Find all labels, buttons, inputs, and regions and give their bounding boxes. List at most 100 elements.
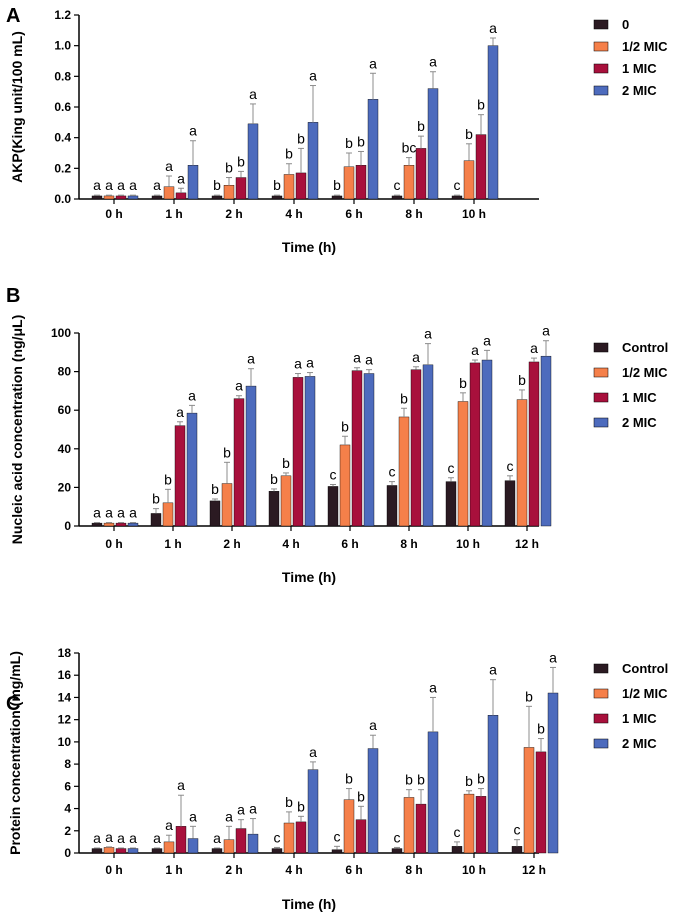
panel-b-bar <box>504 480 516 527</box>
panel-b-significance-label: c <box>389 464 396 480</box>
panel-a-significance-label: a <box>105 177 113 193</box>
panel-c-significance-label: c <box>394 829 401 845</box>
panel-b-bar <box>233 398 245 527</box>
panel-b-significance-label: a <box>365 352 373 368</box>
panel-b-significance-label: a <box>353 350 361 366</box>
panel-c-bar <box>127 848 139 854</box>
panel-a-bar <box>151 195 163 200</box>
panel-a-significance-label: b <box>477 97 485 113</box>
panel-a-significance-label: b <box>333 177 341 193</box>
panel-c-significance-label: a <box>165 817 173 833</box>
panel-c-bar <box>475 796 487 854</box>
panel-a-significance-label: a <box>189 123 197 139</box>
panel-b-significance-label: c <box>448 460 455 476</box>
panel-c-significance-label: a <box>189 808 197 824</box>
panel-b-bar <box>292 377 304 527</box>
panel-a-bar <box>307 122 319 200</box>
panel-a-label: A <box>6 5 20 27</box>
panel-c-y-tick-label: 0 <box>64 846 71 860</box>
panel-c-chart: C 0 2 4 6 8 10 12 14 16 18 Protein concentration (m… <box>6 646 668 912</box>
panel-b-significance-label: c <box>507 458 514 474</box>
panel-a-x-tick-label: 10 h <box>462 207 486 221</box>
panel-b-chart: B 0 20 40 60 80 100 Nucleic acid concentration … <box>6 285 668 585</box>
panel-a-y-tick-label: 0.8 <box>54 69 71 83</box>
panel-a-significance-label: a <box>93 177 101 193</box>
panel-a-bar <box>367 99 379 200</box>
panel-b-y-tick-label: 40 <box>58 442 72 456</box>
panel-a-bar <box>283 174 295 200</box>
panel-c-x-tick-label: 4 h <box>285 863 302 877</box>
panel-c-significance-label: c <box>454 824 461 840</box>
panel-b-bar <box>304 376 316 527</box>
panel-a-bar <box>175 192 187 200</box>
panel-a-significance-label: b <box>297 130 305 146</box>
panel-b-significance-label: a <box>483 332 491 348</box>
panel-a-significance-label: a <box>369 55 377 71</box>
panel-c-significance-label: c <box>274 829 281 845</box>
panel-c-bar <box>391 848 403 854</box>
panel-c-legend-label: Control <box>622 661 668 676</box>
panel-c-significance-label: b <box>525 688 533 704</box>
panel-b-significance-label: b <box>518 372 526 388</box>
panel-a-x-tick-label: 1 h <box>165 207 182 221</box>
panel-c-legend-swatch <box>593 713 609 724</box>
panel-b-bar <box>469 362 481 527</box>
panel-a-bar <box>223 184 235 200</box>
panel-b-bar <box>339 444 351 527</box>
panel-a-x-tick-label: 6 h <box>345 207 362 221</box>
panel-b-legend-swatch <box>593 342 609 353</box>
panel-a-y-tick-label: 0.2 <box>54 161 71 175</box>
panel-a-legend-swatch <box>593 19 609 30</box>
panel-a-bar <box>343 166 355 200</box>
panel-a-bar <box>235 177 247 200</box>
panel-b-y-tick-label: 60 <box>58 403 72 417</box>
panel-a-legend-label: 2 MIC <box>622 83 657 98</box>
panel-a-bar <box>355 165 367 200</box>
panel-a-y-axis-title: AKP(King unit/100 mL) <box>9 31 25 183</box>
panel-a-significance-label: a <box>177 170 185 186</box>
panel-b-y-axis-title: Nucleic acid concentration (ng/μL) <box>9 315 25 544</box>
panel-b-significance-label: b <box>459 375 467 391</box>
panel-a-significance-label: bc <box>402 140 417 156</box>
panel-b-bar <box>422 364 434 527</box>
panel-a-significance-label: b <box>225 160 233 176</box>
panel-c-significance-label: a <box>153 830 161 846</box>
panel-a-legend-label: 0 <box>622 17 629 32</box>
panel-c-y-tick-label: 14 <box>58 690 72 704</box>
panel-a-significance-label: b <box>237 153 245 169</box>
panel-b-significance-label: a <box>188 387 196 403</box>
panel-c-significance-label: b <box>285 794 293 810</box>
panel-b-bar <box>528 361 540 527</box>
panel-c-legend-label: 1 MIC <box>622 711 657 726</box>
panel-c-significance-label: a <box>489 662 497 678</box>
panel-c-bar <box>163 841 175 854</box>
panel-a-significance-label: a <box>249 86 257 102</box>
panel-a-significance-label: b <box>417 118 425 134</box>
panel-a-x-tick-label: 8 h <box>405 207 422 221</box>
panel-b-bar <box>245 385 257 527</box>
panel-a-chart: A 0.0 0.2 0.4 0.6 0.8 1.0 1.2 AKP(King unit/100 … <box>6 5 668 255</box>
panel-b-bar <box>115 522 127 527</box>
panel-a-bar <box>427 88 439 200</box>
panel-a-bar <box>403 165 415 200</box>
panel-b-significance-label: a <box>530 340 538 356</box>
panel-b-x-tick-label: 1 h <box>164 537 181 551</box>
panel-c-bar <box>451 846 463 854</box>
panel-b-x-tick-label: 2 h <box>223 537 240 551</box>
panel-a-bar <box>91 195 103 200</box>
panel-a-x-tick-label: 2 h <box>225 207 242 221</box>
panel-a-bar <box>295 172 307 200</box>
panel-b-bar <box>209 500 221 527</box>
panel-c-bar <box>235 828 247 854</box>
panel-b-label: B <box>6 285 20 307</box>
panel-c-significance-label: a <box>237 802 245 818</box>
panel-c-significance-label: a <box>177 777 185 793</box>
panel-b-bar <box>327 486 339 527</box>
panel-c-bar <box>523 747 535 854</box>
panel-c-y-tick-label: 18 <box>58 646 72 660</box>
panel-c-bar <box>343 799 355 854</box>
panel-b-legend-label: 2 MIC <box>622 415 657 430</box>
panel-c-x-tick-label: 0 h <box>105 863 122 877</box>
panel-c-y-tick-label: 16 <box>58 668 72 682</box>
